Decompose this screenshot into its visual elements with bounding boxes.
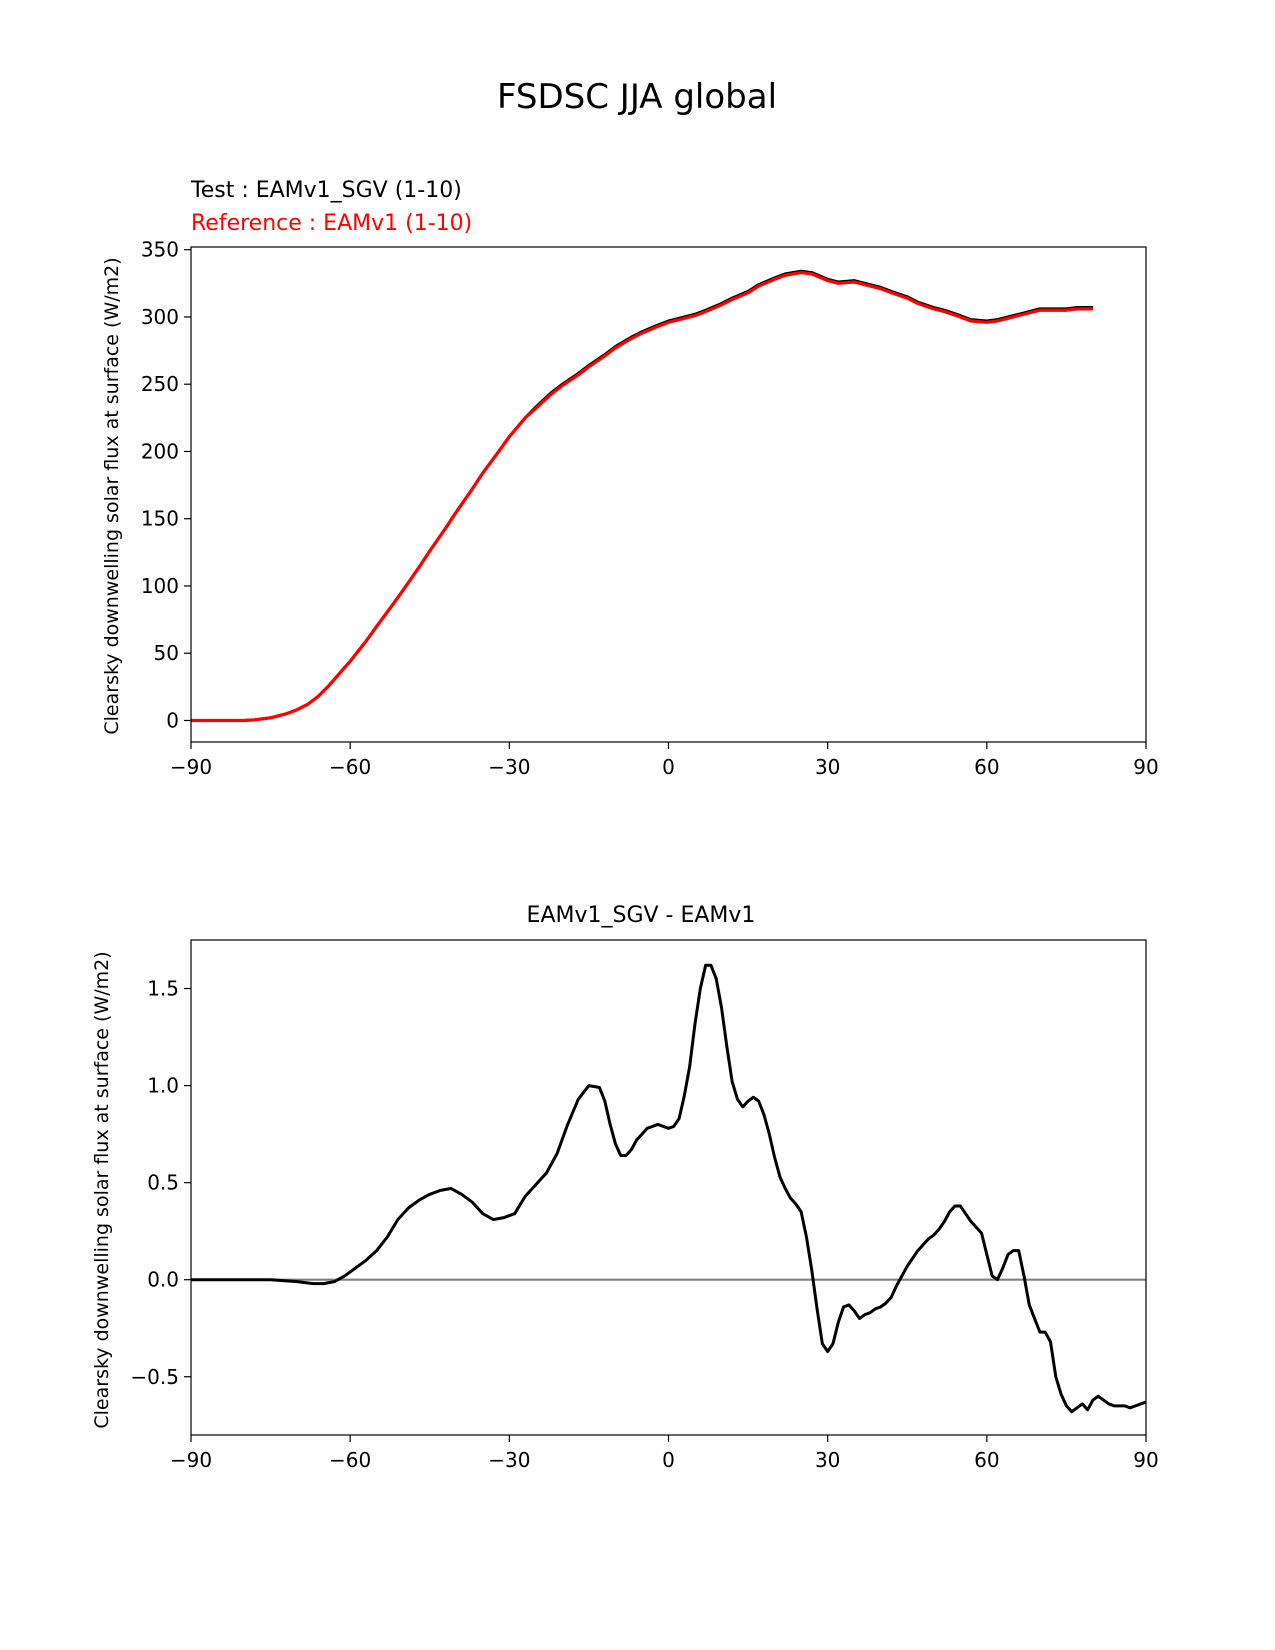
reference-legend-label: Reference : EAMv1 (1-10) — [191, 211, 472, 236]
y-tick-label: 150 — [141, 507, 179, 531]
y-tick-label: −0.5 — [130, 1365, 179, 1389]
figure-title: FSDSC JJA global — [497, 77, 777, 117]
x-tick-label: −30 — [488, 755, 530, 779]
y-tick-label: 1.0 — [147, 1074, 179, 1098]
x-tick-label: 0 — [662, 1448, 675, 1472]
y-tick-label: 50 — [154, 641, 179, 665]
x-tick-label: −60 — [329, 755, 371, 779]
series-line-test — [191, 269, 1093, 722]
y-tick-label: 200 — [141, 439, 179, 463]
bottom-subtitle: EAMv1_SGV - EAMv1 — [527, 903, 756, 928]
top-y-axis-label: Clearsky downwelling solar flux at surfa… — [101, 257, 123, 734]
x-tick-label: 90 — [1133, 1448, 1158, 1472]
x-tick-label: −90 — [170, 755, 212, 779]
top-plot-area: −90 −60 −30 0 30 60 90 0 50 100 150 200 250 300 350 — [141, 238, 1159, 779]
x-tick-label: 30 — [815, 755, 840, 779]
x-tick-label: −30 — [488, 1448, 530, 1472]
y-tick-label: 350 — [141, 238, 179, 262]
x-tick-label: 90 — [1133, 755, 1158, 779]
x-tick-label: −60 — [329, 1448, 371, 1472]
y-tick-label: 0.5 — [147, 1171, 179, 1195]
bottom-panel: EAMv1_SGV - EAMv1 Clearsky downwelling s… — [91, 903, 1159, 1472]
y-tick-label: 0.0 — [147, 1268, 179, 1292]
y-tick-label: 250 — [141, 372, 179, 396]
x-tick-label: 30 — [815, 1448, 840, 1472]
x-tick-label: 60 — [974, 1448, 999, 1472]
axes-frame — [190, 939, 1147, 1436]
bottom-plot-area: −90 −60 −30 0 30 60 90 −0.5 0.0 0.5 1.0 1.5 — [130, 939, 1159, 1472]
y-tick-label: 300 — [141, 305, 179, 329]
series-line-reference — [191, 270, 1093, 723]
series-line-test — [191, 963, 1147, 1414]
x-tick-label: −90 — [170, 1448, 212, 1472]
y-tick-label: 100 — [141, 574, 179, 598]
x-tick-label: 60 — [974, 755, 999, 779]
test-legend-label: Test : EAMv1_SGV (1-10) — [190, 178, 462, 203]
y-tick-label: 1.5 — [147, 977, 179, 1001]
x-tick-label: 0 — [662, 755, 675, 779]
top-panel: Test : EAMv1_SGV (1-10) Reference : EAMv… — [101, 178, 1159, 779]
y-tick-label: 0 — [166, 708, 179, 732]
bottom-y-axis-label: Clearsky downwelling solar flux at surfa… — [91, 951, 113, 1428]
